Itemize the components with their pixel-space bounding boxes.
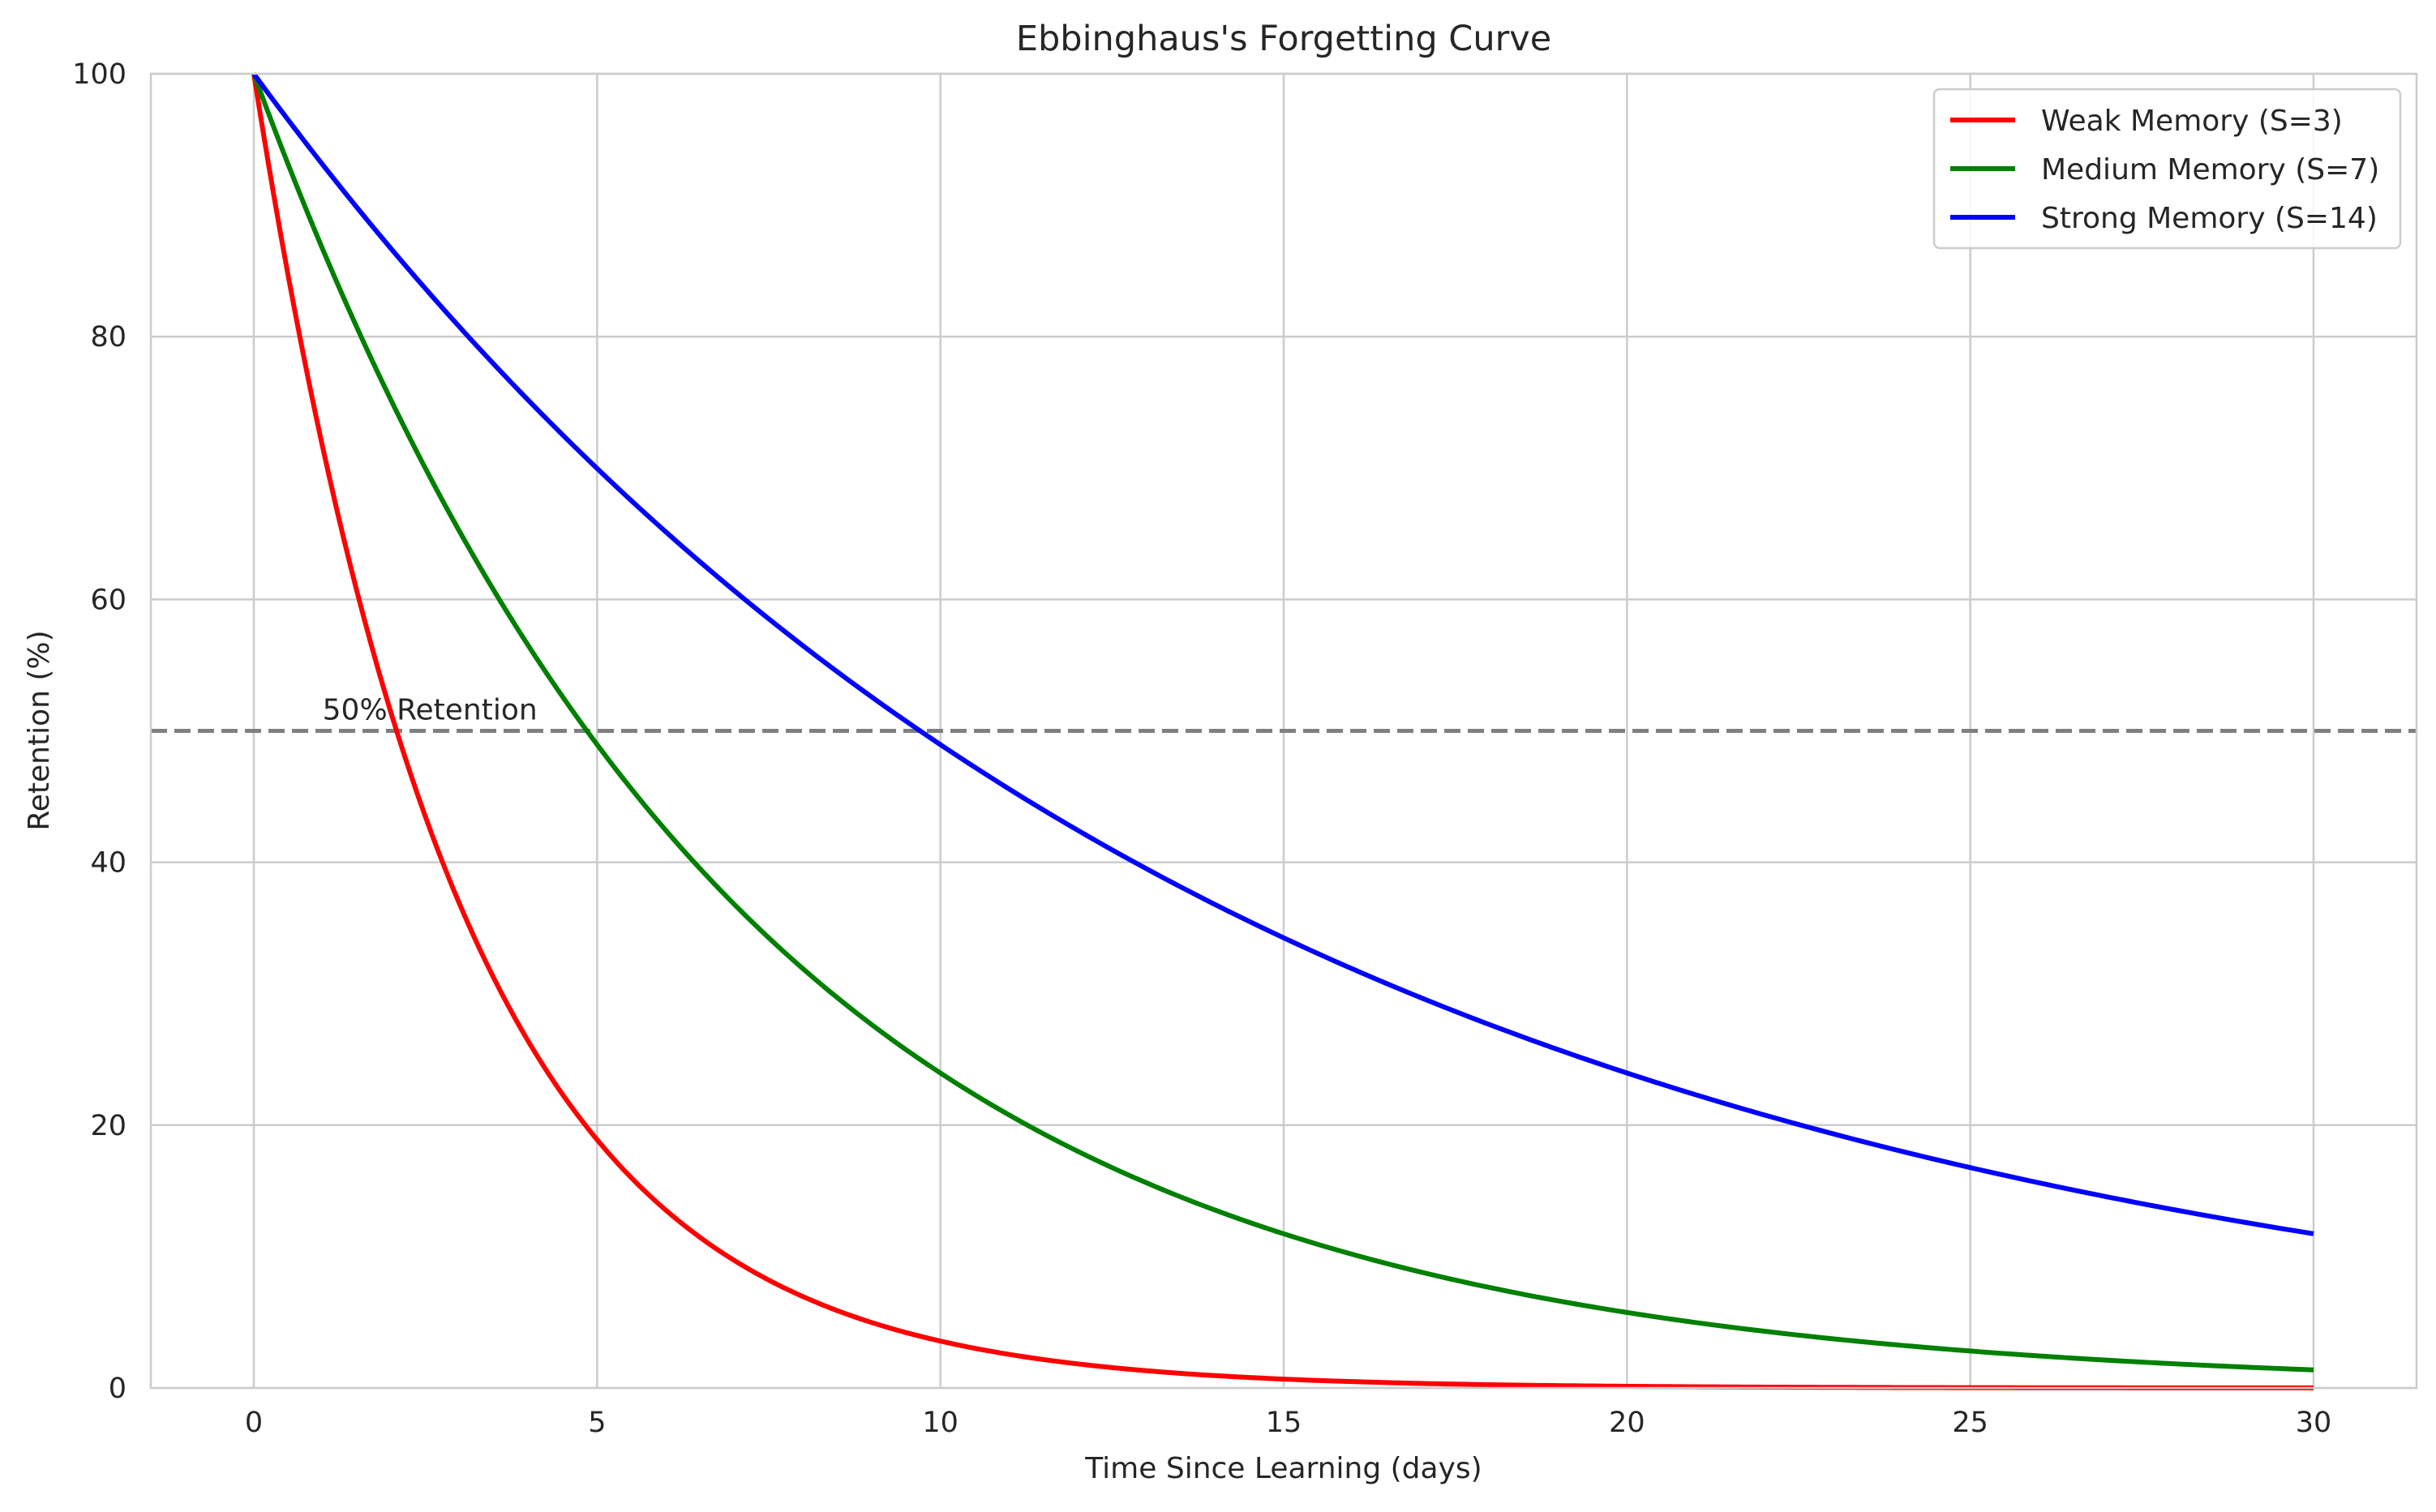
- x-tick-label: 0: [245, 1407, 263, 1439]
- legend-label: Medium Memory (S=7): [2041, 153, 2379, 186]
- x-axis-label: Time Since Learning (days): [1084, 1452, 1482, 1485]
- x-tick-label: 10: [922, 1407, 959, 1439]
- chart-title: Ebbinghaus's Forgetting Curve: [1016, 19, 1551, 59]
- x-tick-label: 25: [1952, 1407, 1988, 1439]
- y-tick-label: 80: [90, 321, 127, 353]
- series-line-3: [251, 72, 2314, 1236]
- x-tick-label: 15: [1266, 1407, 1302, 1439]
- x-tick-labels: 0 5 10 15 20 25 30: [245, 1407, 2331, 1439]
- plot-area-frame: [149, 72, 2418, 1390]
- legend-label: Strong Memory (S=14): [2041, 202, 2378, 235]
- y-tick-label: 40: [90, 847, 127, 880]
- x-tick-label: 30: [2296, 1407, 2332, 1439]
- legend-label: Weak Memory (S=3): [2041, 105, 2343, 138]
- y-tick-label: 20: [90, 1110, 127, 1142]
- y-tick-label: 100: [72, 58, 127, 91]
- legend: Weak Memory (S=3) Medium Memory (S=7) Stro…: [1932, 88, 2402, 250]
- series-line-2: [251, 72, 2314, 1373]
- y-tick-labels: 0 20 40 60 80 100: [72, 58, 127, 1405]
- x-tick-label: 20: [1609, 1407, 1645, 1439]
- y-tick-label: 60: [90, 584, 127, 616]
- y-axis-label: Retention (%): [23, 630, 56, 830]
- y-tick-label: 0: [109, 1373, 127, 1405]
- x-tick-label: 5: [588, 1407, 606, 1439]
- legend-box: [1932, 88, 2402, 250]
- reference-line-label: 50% Retention: [323, 694, 538, 727]
- reference-line-group: 50% Retention: [151, 694, 2417, 733]
